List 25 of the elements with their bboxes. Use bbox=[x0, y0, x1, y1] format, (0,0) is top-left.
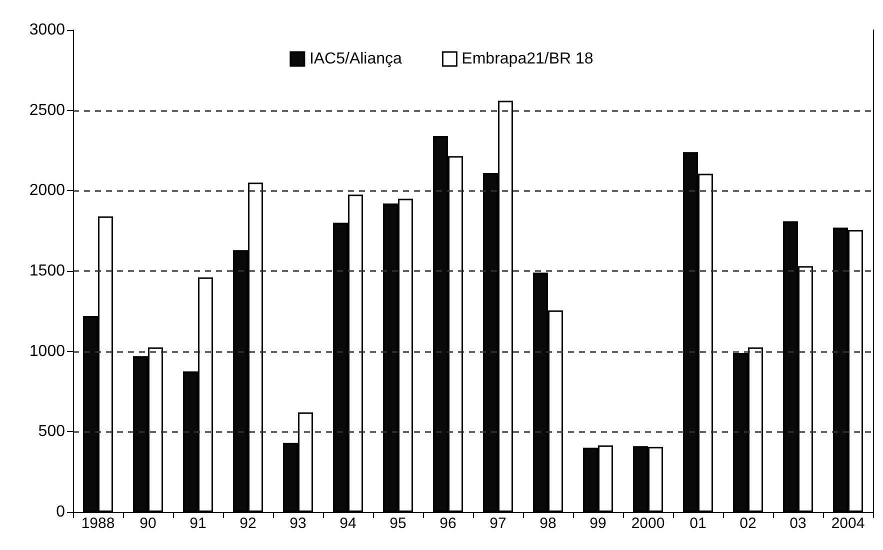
x-tick-label: 90 bbox=[140, 515, 156, 532]
y-tick-label: 2500 bbox=[29, 102, 66, 119]
x-tick-label: 96 bbox=[440, 515, 456, 532]
x-tick-label: 95 bbox=[390, 515, 406, 532]
x-tick-label: 1988 bbox=[81, 515, 115, 532]
x-tick-label: 94 bbox=[340, 515, 356, 532]
y-tick-label: 500 bbox=[38, 423, 66, 440]
x-tick-label: 98 bbox=[540, 515, 556, 532]
legend-label: IAC5/Aliança bbox=[309, 50, 402, 68]
y-tick-label: 3000 bbox=[29, 22, 66, 38]
x-tick-label: 97 bbox=[490, 515, 506, 532]
legend-label: Embrapa21/BR 18 bbox=[462, 50, 594, 68]
x-tick-label: 93 bbox=[290, 515, 306, 532]
y-tick-label: 1500 bbox=[29, 262, 66, 280]
y-tick-label: 1000 bbox=[29, 342, 66, 360]
x-tick-label: 03 bbox=[790, 515, 806, 532]
x-tick-label: 2000 bbox=[631, 515, 665, 532]
x-tick-label: 91 bbox=[190, 515, 206, 532]
y-tick-label: 0 bbox=[56, 504, 66, 520]
x-tick-label: 01 bbox=[690, 515, 706, 532]
x-tick-label: 2004 bbox=[831, 515, 865, 532]
y-tick-label: 2000 bbox=[29, 182, 66, 200]
x-tick-label: 02 bbox=[740, 515, 756, 532]
x-tick-label: 92 bbox=[240, 515, 256, 532]
x-tick-label: 99 bbox=[590, 515, 606, 532]
